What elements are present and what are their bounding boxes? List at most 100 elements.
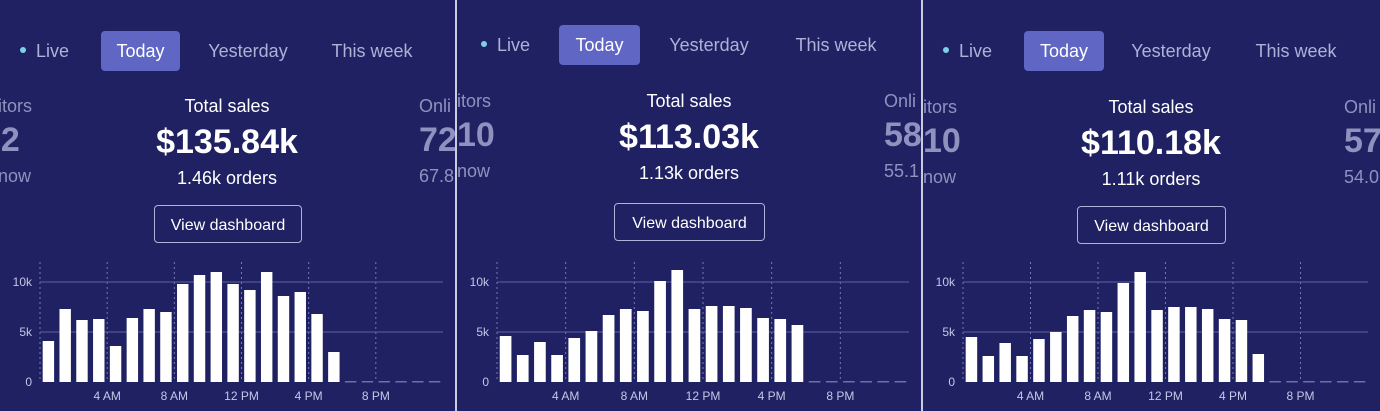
- x-tick-label: 8 PM: [362, 389, 390, 403]
- visitors-value: 10: [457, 116, 495, 154]
- tab-today[interactable]: Today: [1024, 31, 1104, 71]
- panel-divider: [455, 0, 457, 411]
- tab-this-week[interactable]: This week: [1246, 31, 1346, 71]
- y-tick-label: 5k: [19, 325, 33, 339]
- visitors-label: itors: [457, 91, 492, 111]
- bar: [1168, 307, 1180, 382]
- bar: [585, 331, 598, 382]
- bar: [894, 381, 907, 383]
- total-sales-value: $135.84k: [156, 123, 298, 161]
- bar: [59, 309, 71, 382]
- y-tick-label: 0: [25, 375, 32, 389]
- bar: [722, 306, 735, 382]
- x-tick-label: 8 AM: [1084, 389, 1111, 403]
- bar: [428, 381, 441, 383]
- total-sales-block: Total sales $110.18k 1.11k orders: [1001, 97, 1301, 190]
- y-tick-label: 5k: [476, 325, 490, 339]
- bar: [311, 314, 323, 382]
- y-tick-label: 10k: [936, 275, 956, 289]
- online-label: Onli: [419, 96, 452, 116]
- x-tick-label: 12 PM: [224, 389, 259, 403]
- x-tick-label: 4 AM: [93, 389, 120, 403]
- view-dashboard-button[interactable]: View dashboard: [1077, 206, 1226, 244]
- visitors-value: 92: [0, 121, 20, 159]
- tab-this-week[interactable]: This week: [786, 25, 886, 65]
- tab-yesterday[interactable]: Yesterday: [1123, 31, 1219, 71]
- visitors-partial: itors 10 now: [923, 97, 961, 188]
- tab-yesterday-label: Yesterday: [208, 41, 288, 61]
- bar: [757, 318, 769, 382]
- bar: [965, 337, 978, 382]
- online-partial: Onli 57 54.0: [1344, 97, 1380, 188]
- bar: [1033, 339, 1045, 382]
- total-sales-block: Total sales $135.84k 1.46k orders: [77, 96, 377, 189]
- view-dashboard-button[interactable]: View dashboard: [614, 203, 765, 241]
- tab-live[interactable]: Live: [943, 31, 1003, 71]
- y-tick-label: 5k: [942, 325, 956, 339]
- x-tick-label: 4 AM: [552, 389, 579, 403]
- tab-today-label: Today: [116, 41, 165, 61]
- bar: [193, 275, 206, 382]
- visitors-sub: now: [0, 166, 32, 186]
- bar: [244, 290, 256, 382]
- tab-live-label: Live: [497, 35, 531, 55]
- bar: [551, 355, 563, 382]
- bar: [328, 352, 340, 382]
- online-partial: Onli 58 55.1: [884, 91, 921, 182]
- total-sales-label: Total sales: [184, 96, 270, 116]
- bar: [982, 356, 995, 382]
- bar: [109, 346, 122, 382]
- bar: [999, 343, 1011, 382]
- panel-divider: [921, 0, 923, 411]
- tab-this-week[interactable]: This week: [322, 31, 422, 71]
- bar: [825, 381, 838, 383]
- bar: [1235, 320, 1248, 382]
- online-partial: Onli 72 67.8: [419, 96, 455, 187]
- bar: [791, 325, 804, 382]
- period-tabs: Live Today Yesterday This week: [923, 0, 1380, 71]
- tab-yesterday[interactable]: Yesterday: [200, 31, 296, 71]
- bar: [671, 270, 684, 382]
- visitors-sub: now: [923, 167, 957, 187]
- bar: [260, 272, 273, 382]
- tab-live[interactable]: Live: [20, 31, 80, 71]
- bar: [1016, 356, 1028, 382]
- bar: [412, 381, 424, 383]
- bar: [361, 381, 374, 383]
- tab-this-week-label: This week: [1255, 41, 1337, 61]
- live-dot-icon: [20, 47, 26, 54]
- bar: [860, 381, 872, 383]
- x-tick-label: 8 PM: [826, 389, 854, 403]
- bar: [1286, 381, 1298, 383]
- bar: [177, 284, 189, 382]
- bar: [1151, 310, 1163, 382]
- y-tick-label: 10k: [13, 275, 33, 289]
- bar: [1336, 381, 1349, 383]
- sales-chart: 0 5k 10k 4 AM 8 AM 12 PM 4 PM 8 PM: [13, 262, 443, 403]
- bar: [76, 320, 88, 382]
- x-tick-label: 4 PM: [1219, 389, 1247, 403]
- tab-yesterday[interactable]: Yesterday: [661, 25, 757, 65]
- stats-panel-3: Live Today Yesterday This week itors 10 …: [923, 0, 1380, 411]
- visitors-sub: now: [457, 161, 491, 181]
- x-tick-label: 4 AM: [1017, 389, 1044, 403]
- tab-this-week-label: This week: [795, 35, 877, 55]
- bar: [277, 296, 290, 382]
- tab-live-label: Live: [959, 41, 993, 61]
- online-value: 72: [419, 121, 455, 159]
- view-dashboard-button[interactable]: View dashboard: [154, 205, 302, 243]
- bar: [602, 315, 615, 382]
- bar: [654, 281, 666, 382]
- bar: [499, 336, 512, 382]
- x-tick-label: 4 PM: [758, 389, 786, 403]
- tab-today[interactable]: Today: [101, 31, 180, 71]
- total-sales-block: Total sales $113.03k 1.13k orders: [539, 91, 839, 184]
- tab-live-label: Live: [36, 41, 70, 61]
- bar: [1050, 332, 1062, 382]
- tab-today[interactable]: Today: [559, 25, 640, 65]
- bar: [516, 355, 529, 382]
- online-value: 57: [1344, 122, 1380, 160]
- bar: [534, 342, 546, 382]
- bar: [619, 309, 632, 382]
- tab-live[interactable]: Live: [481, 25, 541, 65]
